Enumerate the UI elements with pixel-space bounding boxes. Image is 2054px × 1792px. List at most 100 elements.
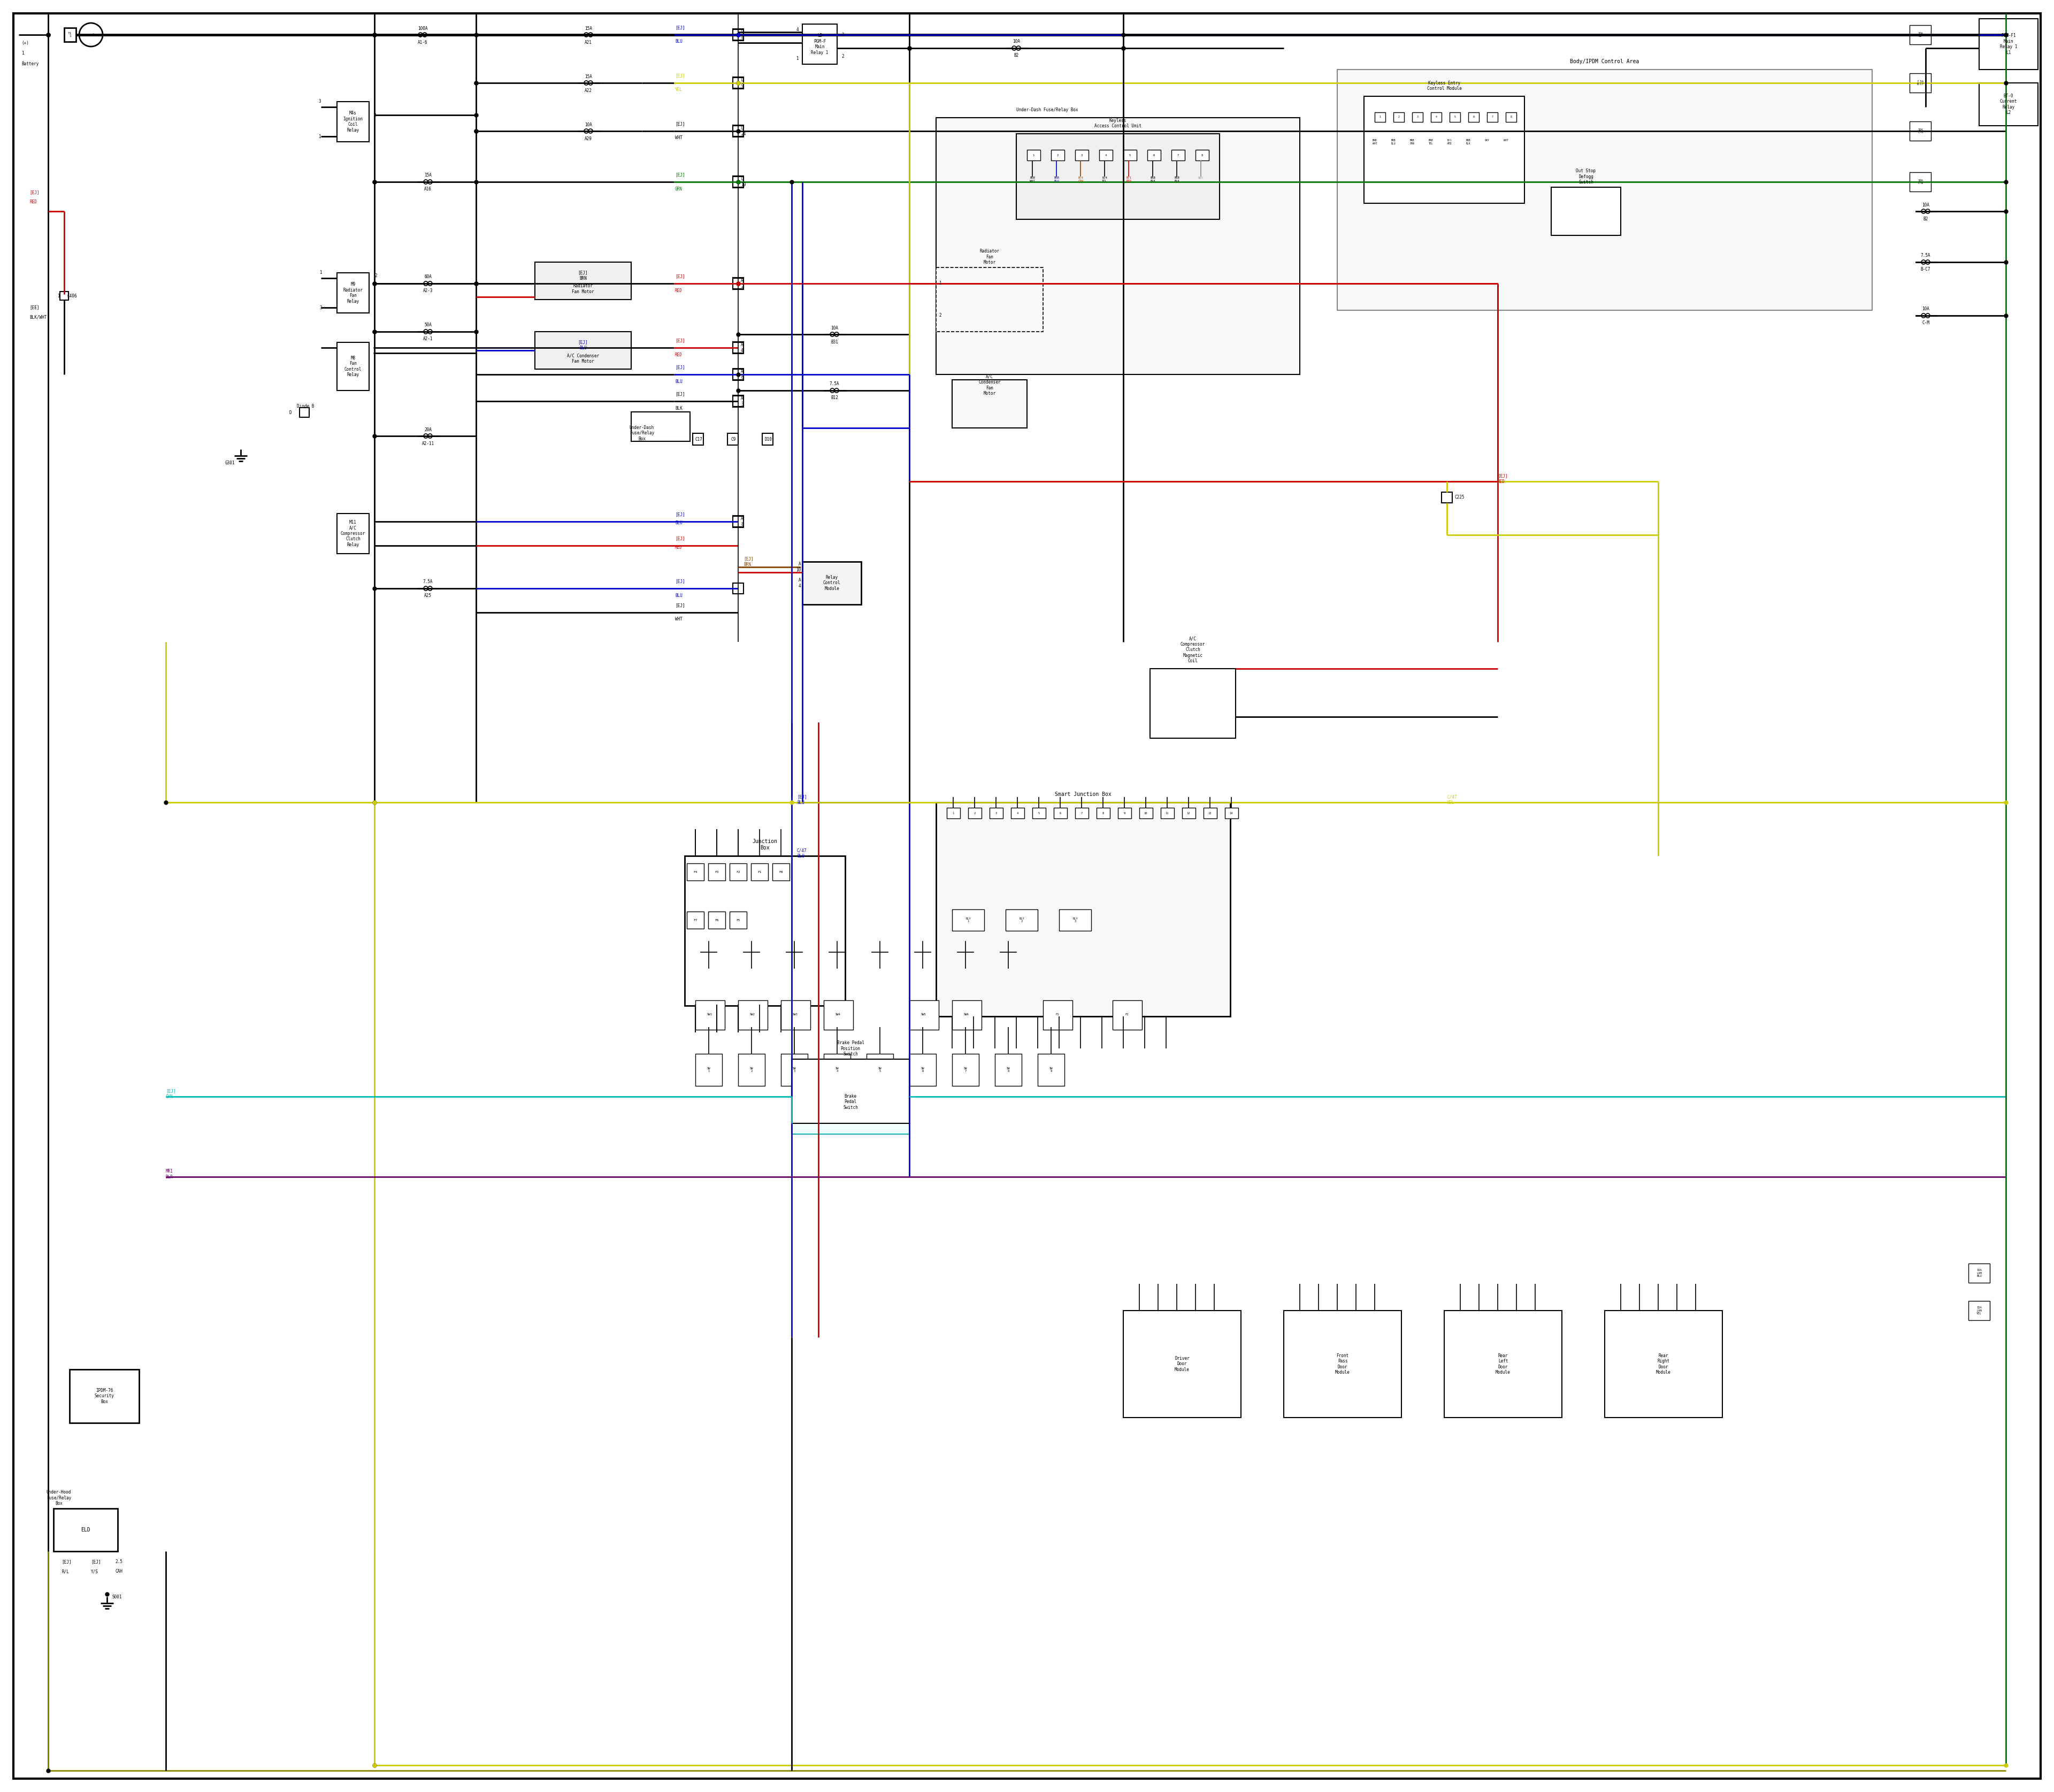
Text: Battery: Battery xyxy=(21,61,39,66)
Text: 15A: 15A xyxy=(585,25,592,30)
Bar xyxy=(1124,151,1136,161)
Bar xyxy=(791,1070,910,1134)
Text: SW
3: SW 3 xyxy=(793,1066,797,1073)
Text: Diode B: Diode B xyxy=(298,405,314,409)
Text: [EJ]
BLU: [EJ] BLU xyxy=(797,794,807,805)
Bar xyxy=(1074,808,1089,819)
Text: [EJ]: [EJ] xyxy=(90,1559,101,1564)
Text: A16: A16 xyxy=(425,186,431,192)
Bar xyxy=(709,912,725,928)
Bar xyxy=(1469,113,1479,122)
Text: Radiator
Fan Motor: Radiator Fan Motor xyxy=(571,283,594,294)
Bar xyxy=(53,1509,117,1552)
Text: BRB
TEL: BRB TEL xyxy=(1428,140,1434,145)
Text: WHT: WHT xyxy=(676,136,682,140)
Text: B/4
CRN: B/4 CRN xyxy=(1078,177,1082,183)
Bar xyxy=(791,1059,910,1124)
Text: [EJ]: [EJ] xyxy=(676,604,684,607)
Text: GRY: GRY xyxy=(1197,177,1204,179)
Text: F6: F6 xyxy=(715,919,719,921)
Text: 1: 1 xyxy=(318,134,320,138)
Text: G301: G301 xyxy=(226,461,234,466)
Text: RLY
3: RLY 3 xyxy=(1072,918,1078,923)
Bar xyxy=(534,332,631,369)
Bar xyxy=(1551,186,1621,235)
Text: C9: C9 xyxy=(731,437,735,441)
Bar xyxy=(684,857,844,1005)
Text: C17: C17 xyxy=(694,437,702,441)
Text: Y/S: Y/S xyxy=(90,1570,99,1573)
Bar xyxy=(937,118,1300,375)
Text: BLK: BLK xyxy=(676,405,682,410)
Text: BRB
BLK: BRB BLK xyxy=(1150,177,1154,183)
Bar xyxy=(824,1054,850,1086)
Text: 10A
B2: 10A B2 xyxy=(1918,32,1923,38)
Bar xyxy=(1148,151,1161,161)
Bar xyxy=(733,516,744,527)
Bar xyxy=(1393,113,1405,122)
Text: 10A: 10A xyxy=(585,122,592,127)
Bar xyxy=(1910,25,1931,45)
Text: GRY: GRY xyxy=(1485,140,1489,142)
Bar xyxy=(937,803,1230,1016)
Text: F4: F4 xyxy=(694,871,698,873)
Text: SW
1: SW 1 xyxy=(707,1066,711,1073)
Bar xyxy=(733,396,744,407)
Text: Keyless Entry
Control Module: Keyless Entry Control Module xyxy=(1428,81,1462,91)
Text: F5: F5 xyxy=(735,919,739,921)
Text: A2-1: A2-1 xyxy=(423,337,433,342)
Text: M9
Radiator
Fan
Relay: M9 Radiator Fan Relay xyxy=(343,281,364,303)
Bar xyxy=(1052,151,1064,161)
Text: A
4: A 4 xyxy=(741,342,744,353)
Text: [EJ]: [EJ] xyxy=(29,190,39,195)
Bar xyxy=(64,29,76,41)
Bar xyxy=(781,1054,807,1086)
Text: SW
7: SW 7 xyxy=(963,1066,967,1073)
Text: Out Stop
Defogg
Switch: Out Stop Defogg Switch xyxy=(1575,168,1596,185)
Bar xyxy=(337,342,370,391)
Bar xyxy=(1432,113,1442,122)
Bar xyxy=(733,516,744,527)
Bar xyxy=(1074,151,1089,161)
Text: 1: 1 xyxy=(21,52,25,56)
Text: F1: F1 xyxy=(1056,1014,1060,1016)
Text: SW
4: SW 4 xyxy=(836,1066,838,1073)
Text: [EJ]: [EJ] xyxy=(676,172,684,177)
Bar xyxy=(60,292,68,299)
Text: Under-Dash
Fuse/Relay
Box: Under-Dash Fuse/Relay Box xyxy=(629,425,655,441)
Bar xyxy=(1171,151,1185,161)
Bar xyxy=(762,434,772,444)
Text: D
9: D 9 xyxy=(741,77,744,88)
Bar xyxy=(1364,97,1524,202)
Bar xyxy=(1968,1263,1990,1283)
Bar xyxy=(733,125,744,136)
Text: F3: F3 xyxy=(715,871,719,873)
Text: SW
2: SW 2 xyxy=(750,1066,754,1073)
Bar xyxy=(947,808,959,819)
Bar xyxy=(686,912,705,928)
Text: 10: 10 xyxy=(1144,812,1148,814)
Text: Rear
Left
Door
Module: Rear Left Door Module xyxy=(1495,1353,1510,1374)
Text: 20A: 20A xyxy=(425,426,431,432)
Text: 15A
LAM
YEL: 15A LAM YEL xyxy=(1976,1306,1982,1315)
Text: [EJ]: [EJ] xyxy=(676,366,684,369)
Text: M4s
Ignition
Coil
Relay: M4s Ignition Coil Relay xyxy=(343,111,364,133)
Text: F7: F7 xyxy=(694,919,698,921)
Text: F1: F1 xyxy=(758,871,762,873)
Text: Driver
Door
Module: Driver Door Module xyxy=(1175,1357,1189,1373)
Bar xyxy=(910,1000,939,1030)
Text: Radiator
Fan
Motor: Radiator Fan Motor xyxy=(980,249,1000,265)
Bar xyxy=(1506,113,1516,122)
Text: B31: B31 xyxy=(830,339,838,344)
Bar xyxy=(953,380,1027,428)
Bar xyxy=(1183,808,1195,819)
Text: A
3: A 3 xyxy=(741,396,744,407)
Text: BRB
WHT: BRB WHT xyxy=(1372,140,1376,145)
Text: 4: 4 xyxy=(797,27,799,32)
Text: ELD: ELD xyxy=(80,1527,90,1532)
Bar xyxy=(709,864,725,880)
Bar xyxy=(1195,151,1210,161)
Bar xyxy=(733,278,744,289)
Text: SW
5: SW 5 xyxy=(879,1066,881,1073)
Text: 3: 3 xyxy=(318,99,320,104)
